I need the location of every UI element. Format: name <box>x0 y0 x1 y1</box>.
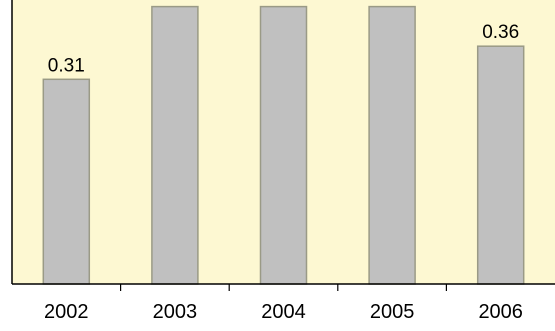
data-label-2002: 0.31 <box>48 55 85 76</box>
bar-2002 <box>42 78 91 285</box>
data-labels-group: 0.31 0.42 0.42 0.42 0.36 <box>48 0 519 76</box>
x-tick-labels-group: 2002 2003 2004 2005 2006 <box>44 301 523 323</box>
bar-2006 <box>476 45 525 285</box>
x-tick-label-2005: 2005 <box>370 301 415 323</box>
bar-2004 <box>259 5 308 285</box>
bar-2005 <box>368 5 416 285</box>
x-tick-label-2003: 2003 <box>153 301 198 323</box>
bar-2003 <box>151 5 199 285</box>
data-label-2006: 0.36 <box>482 22 519 43</box>
x-tick-label-2006: 2006 <box>478 301 523 323</box>
x-tick-label-2004: 2004 <box>261 301 306 323</box>
x-ticks-group <box>119 284 447 291</box>
data-label-2003: 0.42 <box>156 0 193 4</box>
x-tick-label-2002: 2002 <box>44 301 89 323</box>
data-label-2005: 0.42 <box>374 0 411 4</box>
bars-group <box>42 5 525 285</box>
data-label-2004: 0.42 <box>265 0 302 4</box>
